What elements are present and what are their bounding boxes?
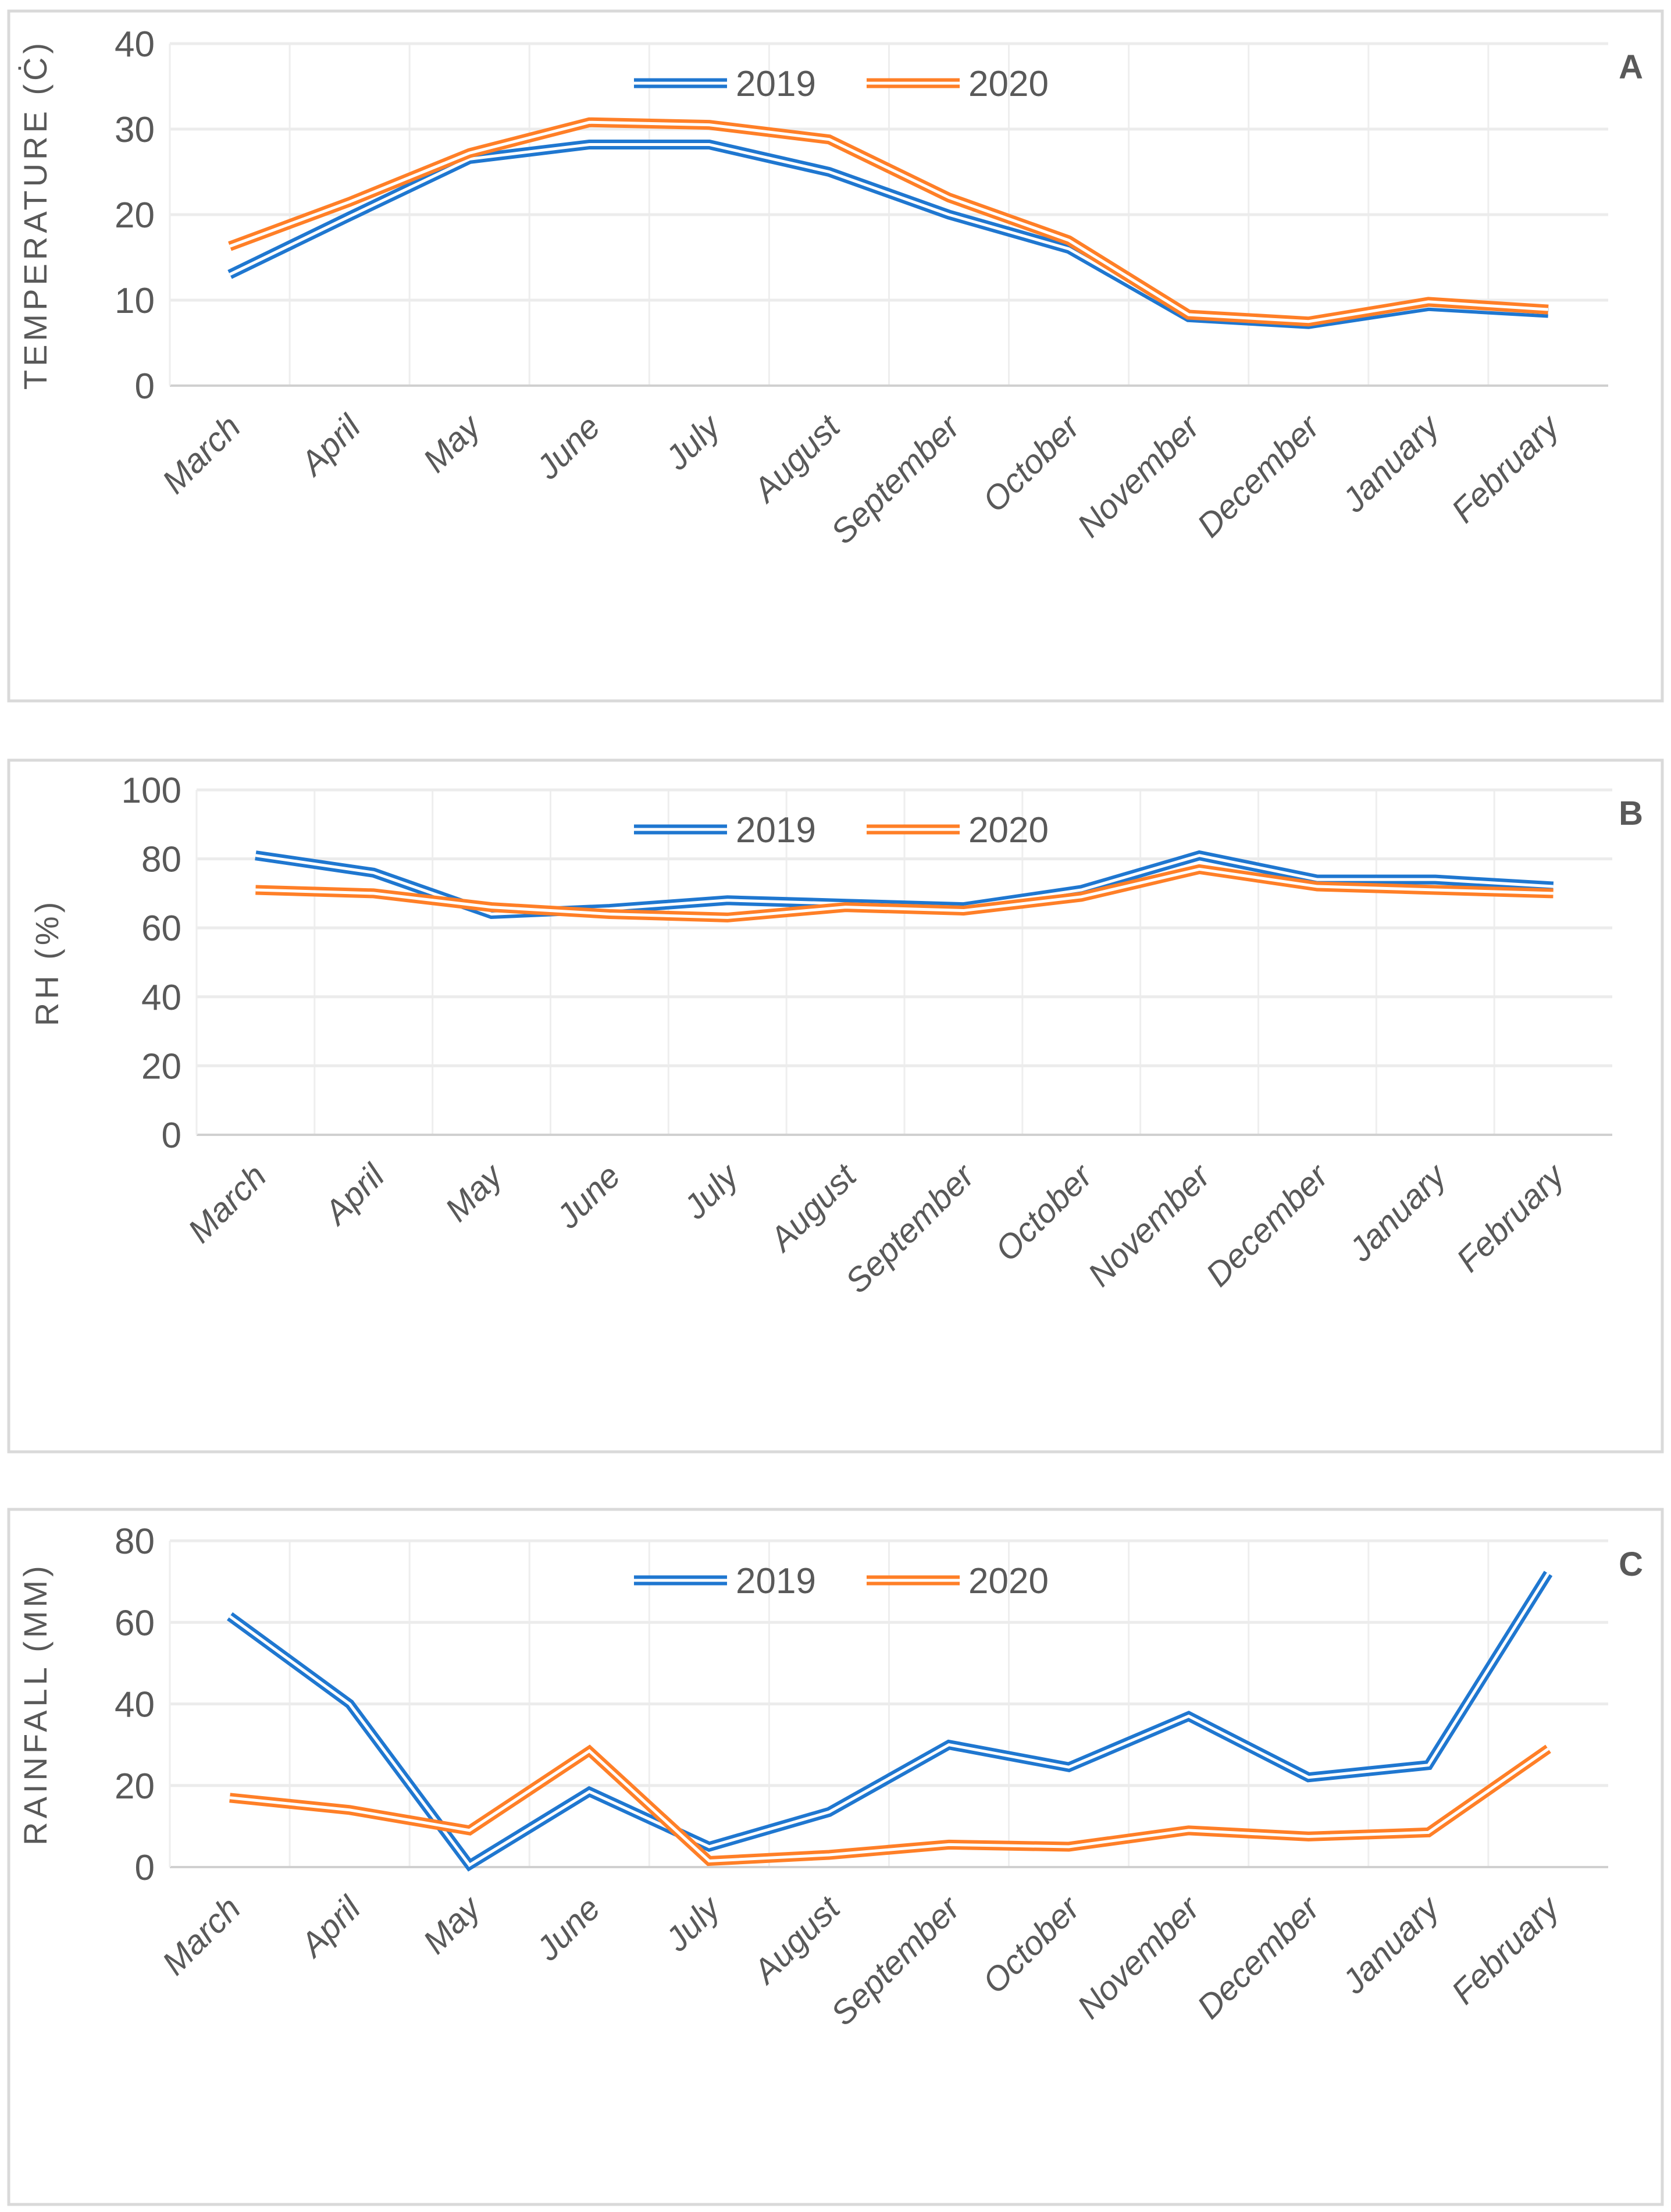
- legend-label: 2020: [968, 810, 1049, 850]
- legend-label: 2019: [736, 810, 816, 850]
- series-2019: [227, 1570, 1553, 1872]
- panel-letter: A: [1619, 48, 1643, 86]
- panel-border: [7, 758, 1664, 1454]
- series-line-inner: [229, 1572, 1550, 1867]
- legend-item-2020: 2020: [867, 810, 1049, 850]
- legend-label: 2019: [736, 1561, 816, 1601]
- y-tick-label: 20: [115, 195, 155, 236]
- y-tick-label: 100: [122, 771, 181, 811]
- y-tick-label: 0: [162, 1116, 181, 1156]
- y-axis-title: RAINFALL (MM): [17, 1562, 54, 1846]
- series-line-inner: [255, 867, 1554, 919]
- y-tick-label: 10: [115, 281, 155, 321]
- series-2020: [255, 864, 1554, 922]
- y-axis-title: RH (%): [28, 899, 65, 1027]
- series-line-inner: [229, 120, 1549, 323]
- y-tick-label: 80: [141, 840, 181, 880]
- legend-label: 2020: [968, 64, 1049, 104]
- y-tick-label: 60: [141, 909, 181, 949]
- legend-item-2019: 2019: [634, 1561, 816, 1601]
- panel-letter: B: [1619, 795, 1643, 832]
- legend-label: 2019: [736, 64, 816, 104]
- legend-item-2019: 2019: [634, 810, 816, 850]
- y-tick-label: 20: [141, 1046, 181, 1087]
- y-tick-label: 30: [115, 110, 155, 150]
- y-tick-label: 20: [115, 1766, 155, 1807]
- legend-label: 2020: [968, 1561, 1049, 1601]
- y-tick-label: 40: [141, 978, 181, 1018]
- series-line-inner: [229, 1747, 1549, 1863]
- y-axis-title: TEMPERATURE (Ċ): [17, 40, 54, 390]
- y-tick-label: 40: [115, 1685, 155, 1725]
- y-tick-label: 40: [115, 24, 155, 65]
- legend-item-2020: 2020: [867, 64, 1049, 104]
- series-2020: [229, 1744, 1551, 1867]
- y-tick-label: 80: [115, 1522, 155, 1562]
- legend-item-2019: 2019: [634, 64, 816, 104]
- y-tick-label: 0: [135, 1848, 155, 1888]
- series-2020: [228, 117, 1549, 327]
- y-tick-label: 0: [135, 366, 155, 407]
- panel-letter: C: [1619, 1545, 1643, 1583]
- legend-item-2020: 2020: [867, 1561, 1049, 1601]
- y-tick-label: 60: [115, 1603, 155, 1643]
- panel-border: [7, 9, 1664, 703]
